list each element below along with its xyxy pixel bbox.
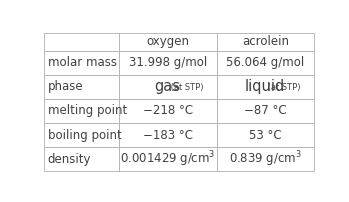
Text: 53 °C: 53 °C <box>249 128 282 142</box>
Bar <box>119 51 217 75</box>
Bar <box>217 123 314 147</box>
Bar <box>217 51 314 75</box>
Bar <box>44 147 119 171</box>
Text: oxygen: oxygen <box>147 35 190 48</box>
Bar <box>44 99 119 123</box>
Text: acrolein: acrolein <box>242 35 289 48</box>
Bar <box>44 75 119 99</box>
Text: −218 °C: −218 °C <box>143 104 193 117</box>
Text: −87 °C: −87 °C <box>244 104 287 117</box>
Text: 56.064 g/mol: 56.064 g/mol <box>226 56 305 69</box>
Bar <box>217 147 314 171</box>
Bar <box>119 123 217 147</box>
Text: boiling point: boiling point <box>48 128 121 142</box>
Text: (at STP): (at STP) <box>168 83 203 92</box>
Text: 0.001429 g/cm$^3$: 0.001429 g/cm$^3$ <box>120 149 216 169</box>
Text: density: density <box>48 153 91 166</box>
Text: 31.998 g/mol: 31.998 g/mol <box>129 56 207 69</box>
Text: liquid: liquid <box>245 79 285 94</box>
Bar <box>44 51 119 75</box>
Text: −183 °C: −183 °C <box>143 128 193 142</box>
Text: phase: phase <box>48 80 83 93</box>
Text: melting point: melting point <box>48 104 127 117</box>
Bar <box>217 75 314 99</box>
Bar <box>119 33 217 51</box>
Bar <box>44 33 119 51</box>
Text: (at STP): (at STP) <box>266 83 301 92</box>
Bar <box>119 75 217 99</box>
Bar <box>44 123 119 147</box>
Text: molar mass: molar mass <box>48 56 117 69</box>
Text: 0.839 g/cm$^3$: 0.839 g/cm$^3$ <box>229 149 302 169</box>
Bar <box>119 99 217 123</box>
Bar <box>119 147 217 171</box>
Bar <box>217 33 314 51</box>
Text: gas: gas <box>155 79 181 94</box>
Bar <box>217 99 314 123</box>
